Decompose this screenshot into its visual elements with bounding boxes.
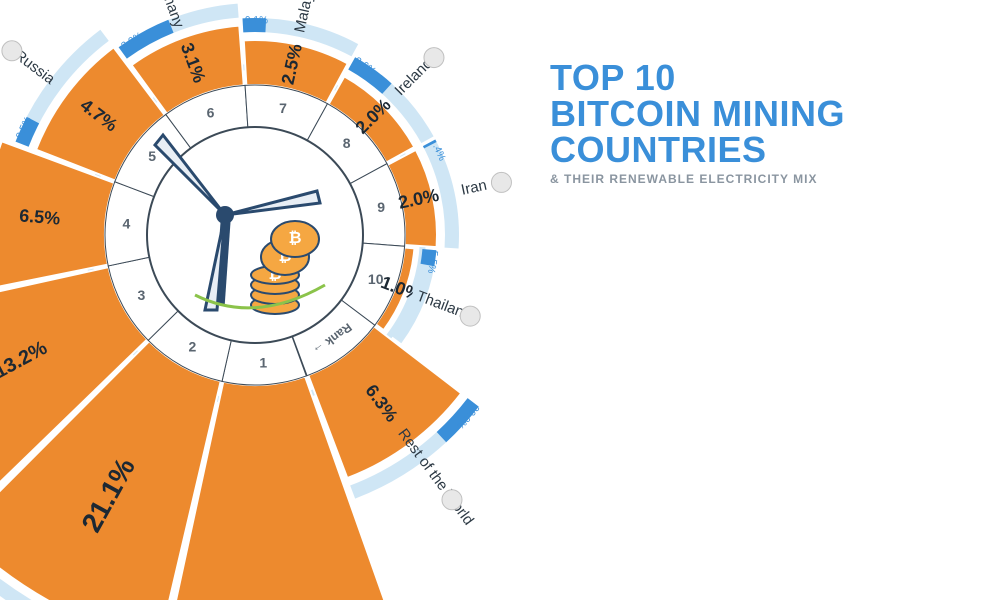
rank-number-2: 2 [188, 338, 196, 354]
flag-icon-10 [460, 306, 480, 326]
polar-chart-svg: 137.8%22.5%U.S.221.1%30.2%China313.2%11.… [0, 0, 1000, 600]
flag-icon-rest [442, 490, 462, 510]
rank-number-6: 6 [207, 105, 215, 121]
svg-text:₿: ₿ [288, 229, 301, 247]
country-label-9: Iran [460, 177, 489, 199]
rank-number-9: 9 [377, 199, 385, 215]
title-line3: COUNTRIES [550, 132, 845, 168]
rank-number-7: 7 [279, 100, 287, 116]
rank-number-3: 3 [137, 287, 145, 303]
rank-number-8: 8 [343, 135, 351, 151]
title-line2: BITCOIN MINING [550, 96, 845, 132]
title-subtitle: & THEIR RENEWABLE ELECTRICITY MIX [550, 172, 845, 186]
flag-icon-5 [2, 41, 22, 61]
mining-pct-4: 6.5% [19, 205, 61, 228]
rank-number-5: 5 [148, 148, 156, 164]
chart-container: 137.8%22.5%U.S.221.1%30.2%China313.2%11.… [0, 0, 1000, 600]
rank-number-4: 4 [122, 216, 130, 232]
flag-icon-9 [491, 172, 511, 192]
title-block: TOP 10 BITCOIN MINING COUNTRIES & THEIR … [550, 60, 845, 186]
rank-number-1: 1 [259, 354, 267, 370]
title-line1: TOP 10 [550, 60, 845, 96]
flag-icon-8 [424, 48, 444, 68]
renewable-pct-6: 43.0% [0, 0, 145, 52]
